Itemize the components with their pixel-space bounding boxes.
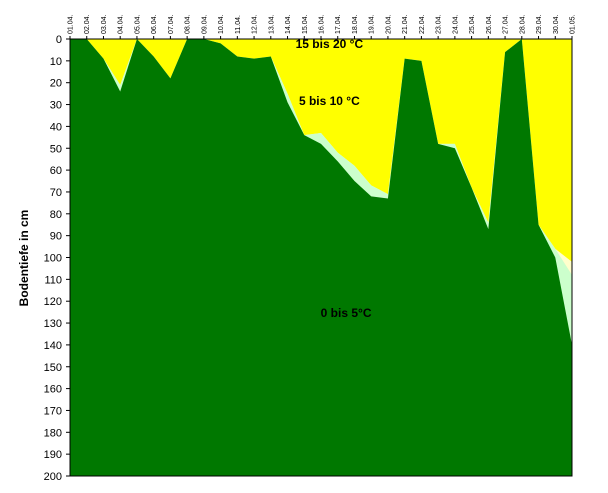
y-axis: 0 10 20 30 40 50 60 70 80 90 100 110 120 130 140 150 160…: [44, 34, 70, 483]
x-tick-label: 14.04.: [285, 14, 292, 34]
y-tick-label: 30: [50, 100, 62, 112]
series-area-0: [70, 39, 572, 476]
x-tick-label: 15.04.: [302, 14, 309, 34]
x-tick-label: 01.05.: [570, 14, 577, 34]
y-tick-label: 10: [50, 56, 62, 68]
x-tick-label: 24.04.: [452, 14, 459, 34]
x-tick-label: 07.04.: [168, 14, 175, 34]
plot-area: [69, 38, 573, 477]
y-tick-label: 0: [56, 34, 62, 46]
x-tick-label: 19.04.: [369, 14, 376, 34]
y-tick-label: 50: [50, 143, 62, 155]
y-tick-label: 40: [50, 121, 62, 133]
x-tick-label: 13.04.: [268, 14, 275, 34]
y-tick-label: 140: [44, 340, 62, 352]
y-tick-label: 170: [44, 405, 62, 417]
x-tick-label: 05.04.: [134, 14, 141, 34]
x-tick-label: 30.04.: [553, 14, 560, 34]
x-tick-label: 06.04.: [151, 14, 158, 34]
x-tick-label: 27.04.: [503, 14, 510, 34]
x-tick-label: 16.04.: [319, 14, 326, 34]
x-axis: 01.04. 02.04. 03.04. 04.04. 05.04. 06.04. 07.0…: [68, 14, 577, 39]
zone-label: 0 bis 5°C: [321, 306, 372, 320]
x-tick-label: 01.04.: [68, 14, 75, 34]
y-tick-label: 100: [44, 253, 62, 265]
x-tick-label: 21.04.: [402, 14, 409, 34]
x-tick-label: 17.04.: [335, 14, 342, 34]
y-tick-label: 60: [50, 165, 62, 177]
y-tick-label: 70: [50, 187, 62, 199]
x-tick-label: 09.04.: [201, 14, 208, 34]
y-tick-label: 200: [44, 471, 62, 483]
zone-label: 5 bis 10 °C: [299, 94, 360, 108]
y-tick-label: 150: [44, 362, 62, 374]
y-tick-label: 110: [44, 274, 62, 286]
zone-label: 15 bis 20 °C: [296, 37, 364, 51]
y-tick-label: 130: [44, 318, 62, 330]
y-tick-label: 80: [50, 209, 62, 221]
y-tick-label: 180: [44, 427, 62, 439]
x-tick-label: 29.04.: [536, 14, 543, 34]
x-tick-label: 12.04.: [252, 14, 259, 34]
y-tick-label: 90: [50, 231, 62, 243]
y-tick-label: 190: [44, 449, 62, 461]
x-tick-label: 25.04.: [469, 14, 476, 34]
y-tick-label: 20: [50, 78, 62, 90]
zone-labels: 15 bis 20 °C 5 bis 10 °C 0 bis 5°C: [296, 37, 372, 320]
x-tick-label: 22.04.: [419, 14, 426, 34]
x-tick-label: 11.04.: [235, 15, 242, 34]
x-tick-label: 18.04.: [352, 14, 359, 34]
x-tick-label: 03.04.: [101, 14, 108, 34]
y-axis-label: Bodentiefe in cm: [17, 210, 31, 307]
x-tick-label: 28.04.: [519, 14, 526, 34]
x-tick-label: 04.04.: [118, 14, 125, 34]
y-tick-label: 160: [44, 384, 62, 396]
x-tick-label: 08.04.: [185, 14, 192, 34]
x-tick-label: 02.04.: [84, 14, 91, 34]
y-tick-label: 120: [44, 296, 62, 308]
x-tick-label: 23.04.: [436, 14, 443, 34]
x-tick-label: 20.04.: [385, 14, 392, 34]
x-tick-label: 26.04.: [486, 14, 493, 34]
x-tick-label: 10.04.: [218, 14, 225, 34]
